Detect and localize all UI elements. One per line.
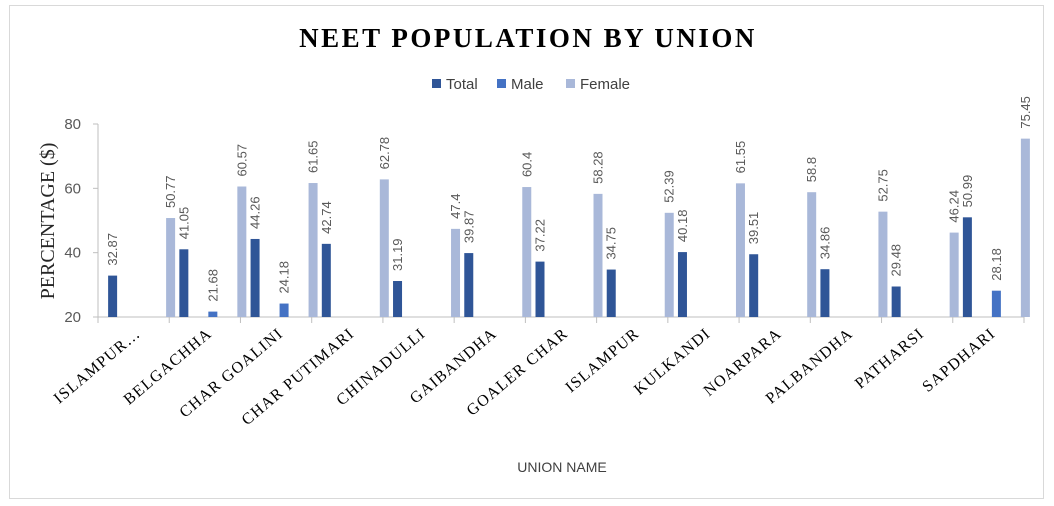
- bar-female: [379, 179, 389, 317]
- legend-label-female: Female: [580, 76, 630, 93]
- bar-female: [522, 187, 532, 317]
- legend-swatch-male: [497, 79, 506, 88]
- x-axis-label: UNION NAME: [517, 459, 606, 475]
- data-label: 44.26: [248, 196, 263, 229]
- chart-title: NEET POPULATION BY UNION: [299, 23, 757, 53]
- bar-total: [677, 252, 687, 317]
- legend-swatch-female: [566, 79, 575, 88]
- bar-total: [108, 275, 118, 317]
- data-label: 60.57: [234, 144, 249, 177]
- data-label: 61.55: [733, 141, 748, 174]
- legend-label-male: Male: [511, 76, 544, 93]
- bar-total: [962, 217, 972, 317]
- data-label: 52.39: [662, 170, 677, 203]
- data-label: 34.75: [604, 227, 619, 260]
- data-label: 52.75: [875, 169, 890, 202]
- data-label: 47.4: [448, 194, 463, 219]
- bar-female: [735, 183, 745, 317]
- legend-label-total: Total: [446, 76, 478, 93]
- legend: Total Male Female: [432, 76, 630, 93]
- data-label: 21.68: [205, 269, 220, 302]
- data-label: 28.18: [989, 248, 1004, 281]
- bar-total: [393, 281, 403, 317]
- bar-female: [664, 212, 674, 317]
- x-tick-label: PATHARSI: [852, 325, 928, 392]
- bar-male: [991, 290, 1001, 317]
- data-label: 60.4: [519, 152, 534, 177]
- y-axis-label: PERCENTAGE ($): [37, 143, 59, 300]
- data-labels: 32.87 41.05 44.26 42.74 31.19 39.87 37.22 34.75…: [105, 96, 1033, 302]
- bar-total: [179, 249, 189, 317]
- bar-female: [878, 211, 888, 317]
- y-tick-label: 60: [64, 180, 81, 197]
- data-label: 32.87: [105, 233, 120, 266]
- data-label: 46.24: [947, 190, 962, 223]
- data-label: 75.45: [1018, 96, 1033, 129]
- data-label: 58.28: [591, 151, 606, 184]
- bar-total: [464, 253, 474, 317]
- y-tick-label: 80: [64, 116, 81, 133]
- y-tick-label: 40: [64, 245, 81, 262]
- data-label: 50.77: [163, 175, 178, 208]
- bar-female: [237, 186, 247, 317]
- bar-female: [308, 183, 318, 317]
- bar-male: [279, 303, 289, 317]
- data-label: 61.65: [306, 140, 321, 173]
- legend-swatch-total: [432, 79, 441, 88]
- data-label: 31.19: [390, 238, 405, 271]
- bar-total: [321, 243, 331, 317]
- data-label: 24.18: [277, 261, 292, 294]
- data-label: 42.74: [319, 201, 334, 234]
- bar-total: [749, 254, 759, 317]
- bar-female: [1020, 138, 1030, 317]
- data-label: 39.87: [461, 211, 476, 244]
- bar-female: [807, 192, 817, 317]
- y-tick-label: 20: [64, 309, 81, 326]
- bar-total: [891, 286, 901, 317]
- bar-female: [166, 218, 176, 317]
- data-label: 34.86: [817, 227, 832, 260]
- bar-total: [250, 238, 260, 317]
- data-label: 58.8: [804, 157, 819, 182]
- bar-male: [208, 311, 218, 317]
- bars: [108, 138, 1030, 317]
- data-label: 50.99: [960, 175, 975, 208]
- data-label: 40.18: [675, 210, 690, 243]
- data-label: 39.51: [746, 212, 761, 245]
- data-label: 37.22: [533, 219, 548, 252]
- bar-female: [949, 232, 959, 317]
- x-tick-label: SAPDHARI: [919, 325, 999, 396]
- bar-female: [451, 228, 461, 317]
- bar-female: [593, 193, 603, 317]
- bar-total: [820, 269, 830, 317]
- data-label: 29.48: [889, 244, 904, 277]
- data-label: 41.05: [176, 207, 191, 240]
- data-label: 62.78: [377, 137, 392, 170]
- bar-total: [606, 269, 616, 317]
- bar-total: [535, 261, 545, 317]
